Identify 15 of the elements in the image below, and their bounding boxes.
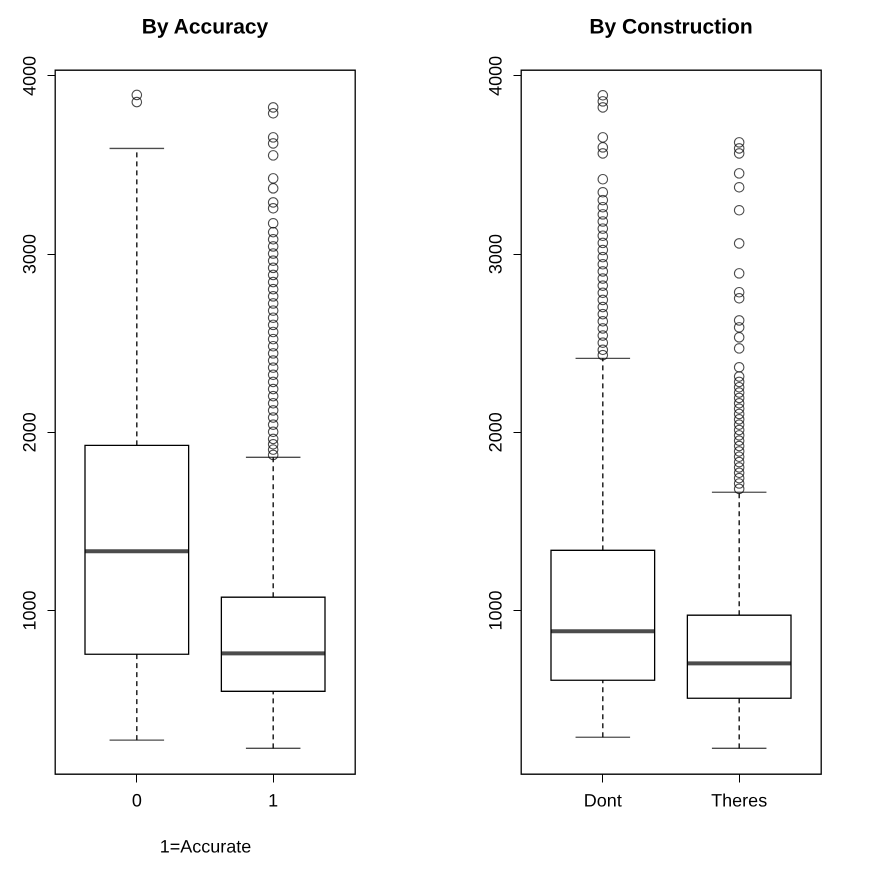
x-tick-label: Dont bbox=[584, 790, 622, 810]
x-tick-label: 1 bbox=[268, 790, 278, 810]
x-tick-label: Theres bbox=[711, 790, 768, 810]
x-axis-title: 1=Accurate bbox=[160, 836, 252, 856]
y-tick-label: 3000 bbox=[20, 234, 40, 274]
y-tick-label: 4000 bbox=[486, 56, 506, 96]
x-tick-label: 0 bbox=[132, 790, 142, 810]
y-tick-label: 2000 bbox=[20, 412, 40, 452]
y-tick-label: 2000 bbox=[486, 412, 506, 452]
y-tick-label: 1000 bbox=[486, 590, 506, 631]
y-tick-label: 1000 bbox=[20, 590, 40, 631]
chart-title: By Accuracy bbox=[142, 15, 269, 38]
y-tick-label: 4000 bbox=[20, 56, 40, 96]
chart-title: By Construction bbox=[589, 15, 753, 38]
y-tick-label: 3000 bbox=[486, 234, 506, 274]
